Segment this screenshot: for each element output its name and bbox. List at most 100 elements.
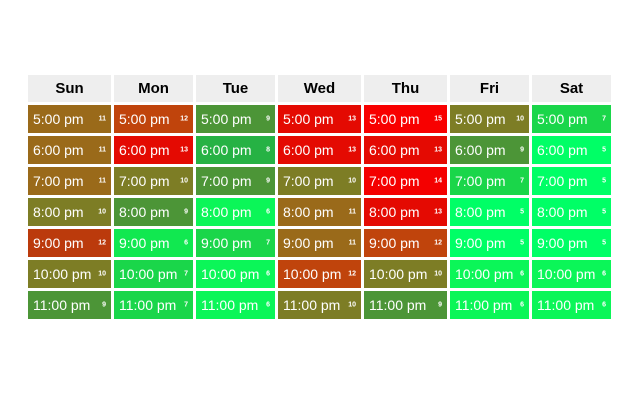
time-slot-cell[interactable]: 9:00 pm 6: [114, 229, 193, 257]
time-slot-cell[interactable]: 6:00 pm 5: [532, 136, 611, 164]
time-slot-cell[interactable]: 9:00 pm 5: [532, 229, 611, 257]
time-slot-cell[interactable]: 8:00 pm 6: [196, 198, 275, 226]
day-header-sun: Sun: [28, 75, 111, 102]
time-slot-cell[interactable]: 5:00 pm 9: [196, 105, 275, 133]
time-slot-cell[interactable]: 6:00 pm 13: [278, 136, 361, 164]
day-header-tue: Tue: [196, 75, 275, 102]
time-slot-cell[interactable]: 5:00 pm 12: [114, 105, 193, 133]
day-header-mon: Mon: [114, 75, 193, 102]
time-slot-label: 10:00 pm: [119, 266, 178, 282]
time-slot-cell[interactable]: 9:00 pm 7: [196, 229, 275, 257]
time-slot-count: 6: [266, 270, 270, 278]
time-slot-label: 9:00 pm: [201, 235, 252, 251]
time-slot-cell[interactable]: 6:00 pm 11: [28, 136, 111, 164]
time-slot-label: 9:00 pm: [33, 235, 84, 251]
time-slot-cell[interactable]: 8:00 pm 10: [28, 198, 111, 226]
time-slot-cell[interactable]: 5:00 pm 10: [450, 105, 529, 133]
time-slot-count: 9: [438, 301, 442, 309]
time-slot-cell[interactable]: 9:00 pm 11: [278, 229, 361, 257]
time-slot-label: 5:00 pm: [283, 111, 334, 127]
time-slot-label: 7:00 pm: [369, 173, 420, 189]
time-slot-count: 11: [348, 239, 356, 247]
time-slot-cell[interactable]: 11:00 pm 6: [532, 291, 611, 319]
time-slot-label: 6:00 pm: [455, 142, 506, 158]
time-slot-cell[interactable]: 7:00 pm 9: [196, 167, 275, 195]
time-slot-label: 5:00 pm: [369, 111, 420, 127]
time-slot-cell[interactable]: 8:00 pm 5: [532, 198, 611, 226]
time-slot-label: 8:00 pm: [119, 204, 170, 220]
time-slot-label: 11:00 pm: [201, 297, 259, 313]
time-slot-cell[interactable]: 10:00 pm 10: [364, 260, 447, 288]
time-slot-label: 10:00 pm: [201, 266, 260, 282]
time-slot-count: 10: [180, 177, 188, 185]
time-slot-cell[interactable]: 11:00 pm 6: [196, 291, 275, 319]
time-slot-count: 13: [434, 146, 442, 154]
time-slot-cell[interactable]: 10:00 pm 6: [450, 260, 529, 288]
time-slot-label: 7:00 pm: [33, 173, 84, 189]
time-slot-cell[interactable]: 6:00 pm 9: [450, 136, 529, 164]
time-slot-cell[interactable]: 11:00 pm 10: [278, 291, 361, 319]
time-slot-label: 10:00 pm: [369, 266, 428, 282]
time-slot-cell[interactable]: 6:00 pm 13: [114, 136, 193, 164]
time-slot-cell[interactable]: 6:00 pm 8: [196, 136, 275, 164]
time-slot-cell[interactable]: 7:00 pm 11: [28, 167, 111, 195]
time-slot-label: 6:00 pm: [201, 142, 252, 158]
time-slot-label: 5:00 pm: [537, 111, 588, 127]
time-slot-cell[interactable]: 5:00 pm 15: [364, 105, 447, 133]
time-slot-count: 7: [266, 239, 270, 247]
time-slot-label: 5:00 pm: [119, 111, 170, 127]
time-slot-cell[interactable]: 5:00 pm 11: [28, 105, 111, 133]
time-slot-count: 5: [602, 177, 606, 185]
time-slot-cell[interactable]: 11:00 pm 6: [450, 291, 529, 319]
time-slot-count: 7: [184, 270, 188, 278]
time-slot-count: 6: [266, 301, 270, 309]
time-slot-label: 10:00 pm: [537, 266, 596, 282]
time-slot-count: 5: [602, 208, 606, 216]
time-slot-cell[interactable]: 10:00 pm 7: [114, 260, 193, 288]
time-slot-cell[interactable]: 8:00 pm 5: [450, 198, 529, 226]
time-slot-cell[interactable]: 11:00 pm 9: [364, 291, 447, 319]
time-slot-count: 12: [98, 239, 106, 247]
time-slot-cell[interactable]: 9:00 pm 12: [28, 229, 111, 257]
time-slot-cell[interactable]: 10:00 pm 12: [278, 260, 361, 288]
time-slot-cell[interactable]: 10:00 pm 10: [28, 260, 111, 288]
time-slot-label: 8:00 pm: [537, 204, 588, 220]
time-slot-cell[interactable]: 10:00 pm 6: [196, 260, 275, 288]
time-slot-label: 10:00 pm: [33, 266, 92, 282]
time-slot-cell[interactable]: 8:00 pm 13: [364, 198, 447, 226]
time-slot-count: 7: [602, 115, 606, 123]
time-slot-count: 11: [98, 115, 106, 123]
time-slot-cell[interactable]: 11:00 pm 7: [114, 291, 193, 319]
time-slot-label: 11:00 pm: [455, 297, 513, 313]
time-slot-count: 6: [184, 239, 188, 247]
time-slot-cell[interactable]: 11:00 pm 9: [28, 291, 111, 319]
time-slot-cell[interactable]: 5:00 pm 7: [532, 105, 611, 133]
time-slot-cell[interactable]: 7:00 pm 10: [114, 167, 193, 195]
time-slot-cell[interactable]: 7:00 pm 5: [532, 167, 611, 195]
time-slot-count: 10: [98, 270, 106, 278]
time-slot-label: 6:00 pm: [33, 142, 84, 158]
time-slot-cell[interactable]: 5:00 pm 13: [278, 105, 361, 133]
time-slot-cell[interactable]: 10:00 pm 6: [532, 260, 611, 288]
time-slot-cell[interactable]: 6:00 pm 13: [364, 136, 447, 164]
time-slot-count: 14: [434, 177, 442, 185]
time-slot-count: 13: [180, 146, 188, 154]
time-slot-row: 9:00 pm 12 9:00 pm 6 9:00 pm 7 9:00 pm 11 9:00 p…: [28, 229, 611, 257]
time-slot-cell[interactable]: 7:00 pm 7: [450, 167, 529, 195]
time-slot-label: 5:00 pm: [33, 111, 84, 127]
time-slot-count: 11: [98, 177, 106, 185]
time-slot-count: 6: [266, 208, 270, 216]
time-slot-label: 11:00 pm: [537, 297, 595, 313]
time-slot-cell[interactable]: 9:00 pm 12: [364, 229, 447, 257]
time-slot-cell[interactable]: 7:00 pm 14: [364, 167, 447, 195]
time-slot-count: 10: [98, 208, 106, 216]
time-slot-count: 9: [520, 146, 524, 154]
time-slot-label: 11:00 pm: [119, 297, 177, 313]
time-slot-cell[interactable]: 8:00 pm 9: [114, 198, 193, 226]
time-slot-cell[interactable]: 9:00 pm 5: [450, 229, 529, 257]
time-slot-label: 6:00 pm: [119, 142, 170, 158]
time-slot-count: 10: [348, 301, 356, 309]
time-slot-cell[interactable]: 7:00 pm 10: [278, 167, 361, 195]
time-slot-cell[interactable]: 8:00 pm 11: [278, 198, 361, 226]
day-header-row: Sun Mon Tue Wed Thu Fri Sat: [28, 75, 611, 102]
